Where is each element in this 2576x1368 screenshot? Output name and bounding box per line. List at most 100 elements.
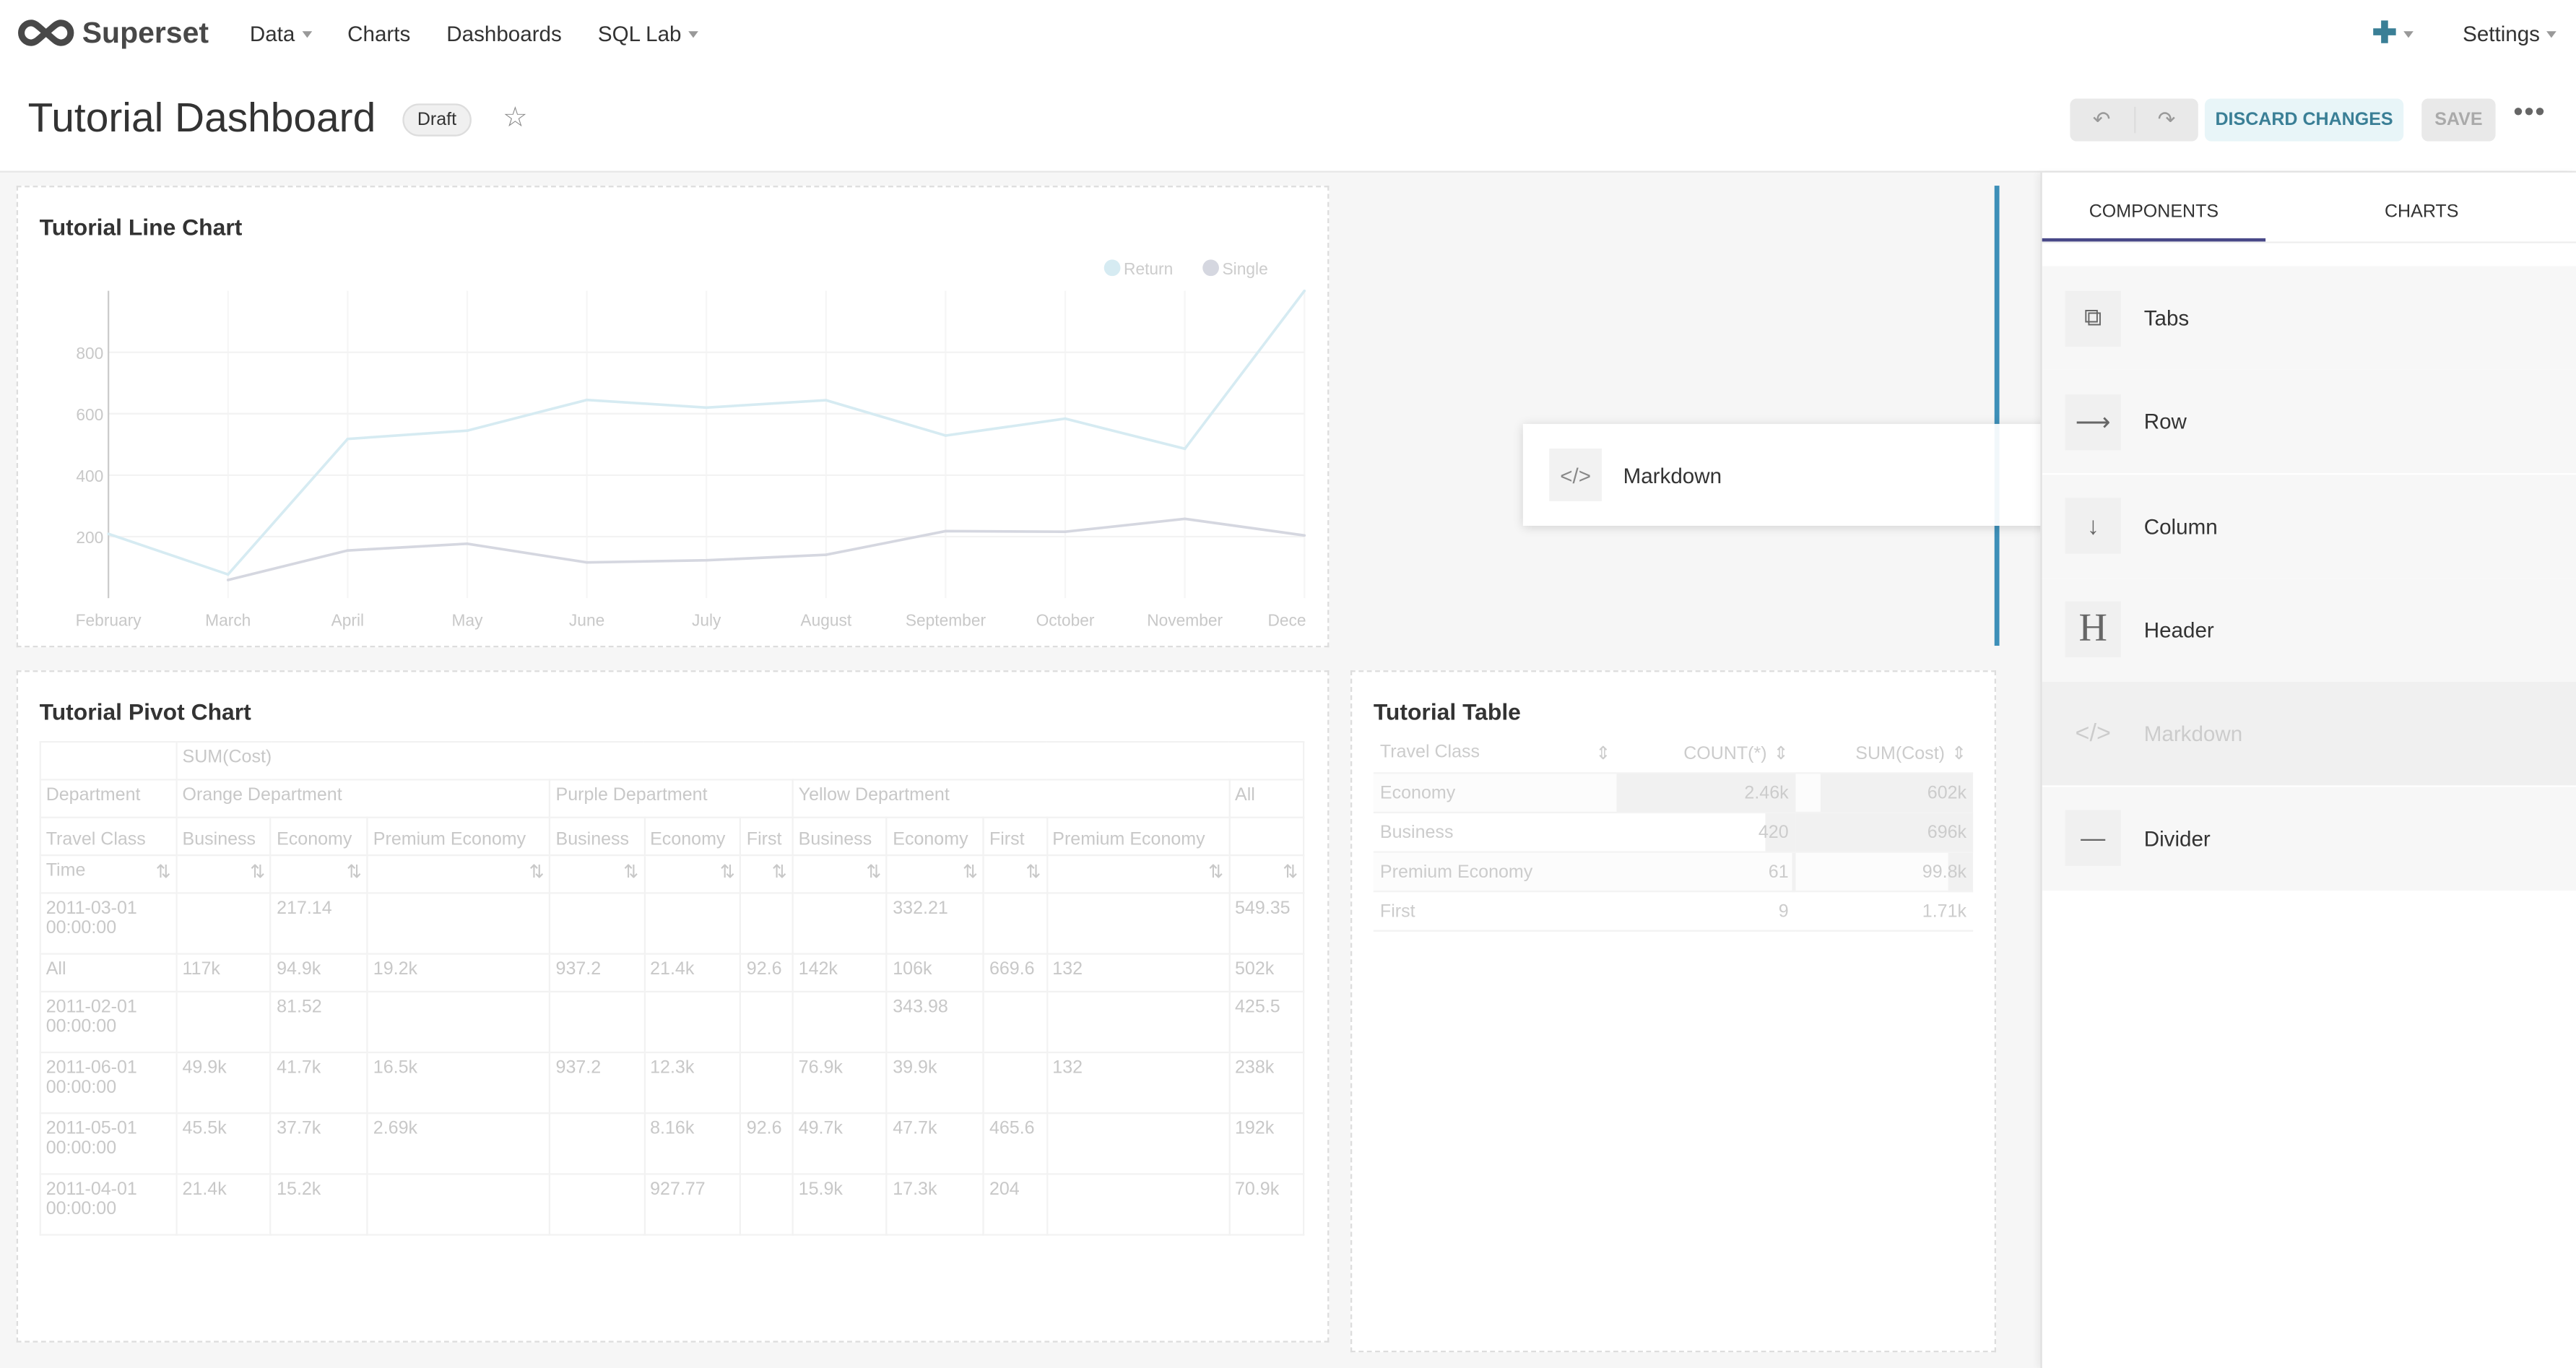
pivot-cell: First <box>982 816 1048 857</box>
chart-title: Tutorial Line Chart <box>39 213 243 241</box>
table-row: Economy 2.46k 602k <box>1373 773 1974 814</box>
sort-icon[interactable]: ⇅ <box>346 862 362 883</box>
sort-icon[interactable]: ⇕ <box>1595 744 1611 764</box>
sort-icon[interactable]: ⇅ <box>1283 862 1298 883</box>
drop-indicator <box>1994 186 2000 646</box>
settings-menu[interactable]: Settings <box>2463 20 2557 46</box>
pivot-cell: 2011-02-01 00:00:00 <box>39 990 178 1054</box>
pivot-cell: 49.7k <box>792 1112 888 1175</box>
x-tick-label: July <box>692 611 721 630</box>
pivot-cell: 70.9k <box>1228 1173 1305 1236</box>
pivot-cell <box>366 1173 551 1236</box>
line-chart-card[interactable]: Tutorial Line Chart February March April Ma… <box>16 186 1330 648</box>
superset-logo[interactable]: Superset <box>17 16 209 51</box>
x-tick-label: Dece <box>1267 611 1306 630</box>
column-header[interactable]: Travel Class ⇕ <box>1373 734 1618 774</box>
sort-icon[interactable]: ⇕ <box>1773 744 1789 764</box>
component-divider[interactable]: — Divider <box>2042 786 2576 890</box>
plus-icon[interactable]: ✚ <box>2372 16 2414 51</box>
sort-icon[interactable]: ⇅ <box>250 862 266 883</box>
tab-components[interactable]: COMPONENTS <box>2042 173 2266 242</box>
pivot-chart-card[interactable]: Tutorial Pivot Chart SUM(Cost) Department… <box>16 670 1330 1343</box>
component-tabs[interactable]: ⧉ Tabs <box>2042 266 2576 370</box>
star-icon[interactable]: ☆ <box>503 102 528 134</box>
save-button[interactable]: SAVE <box>2421 98 2496 142</box>
data-point <box>824 553 828 556</box>
legend-label[interactable]: Return <box>1124 259 1173 278</box>
sort-icon[interactable]: ⇅ <box>623 862 639 883</box>
sort-icon[interactable]: ⇅ <box>719 862 735 883</box>
sort-icon[interactable]: ⇅ <box>963 862 979 883</box>
component-markdown[interactable]: </> Markdown <box>2042 682 2576 786</box>
series-line-single[interactable] <box>227 517 1305 581</box>
component-row[interactable]: ⟶ Row <box>2042 370 2576 474</box>
pivot-cell: Orange Department <box>175 779 551 818</box>
redo-icon[interactable]: ↷ <box>2157 106 2176 131</box>
nav-item-charts[interactable]: Charts <box>347 20 410 45</box>
pivot-cell: 192k <box>1228 1112 1305 1175</box>
nav-label: Data <box>249 20 295 46</box>
discard-changes-button[interactable]: DISCARD CHANGES <box>2204 98 2404 142</box>
data-point <box>107 532 110 535</box>
nav-item-data[interactable]: Data <box>249 20 312 46</box>
nav-item-sql-lab[interactable]: SQL Lab <box>598 20 698 46</box>
component-label: Markdown <box>2143 722 2243 747</box>
chevron-down-icon <box>688 31 698 38</box>
pivot-cell: 45.5k <box>175 1112 272 1175</box>
legend-swatch[interactable] <box>1103 259 1121 277</box>
sum-cell: 696k <box>1795 812 1974 853</box>
pivot-cell: Premium Economy <box>366 816 551 857</box>
pivot-cell: 238k <box>1228 1051 1305 1114</box>
settings-label: Settings <box>2463 20 2540 46</box>
dragging-markdown-component[interactable]: </> Markdown <box>1522 423 2062 526</box>
data-point <box>346 549 350 552</box>
component-column[interactable]: ↓ Column <box>2042 474 2576 578</box>
pivot-cell: Premium Economy <box>1046 816 1231 857</box>
page-title[interactable]: Tutorial Dashboard <box>27 95 376 142</box>
pivot-cell: Business <box>549 816 646 857</box>
sort-icon[interactable]: ⇅ <box>1208 862 1224 883</box>
x-tick-label: October <box>1036 611 1095 630</box>
pivot-cell: Yellow Department <box>792 779 1231 818</box>
legend-label[interactable]: Single <box>1223 259 1268 278</box>
pivot-cell: All <box>39 953 178 993</box>
pivot-cell: ⇅ <box>740 854 794 894</box>
sort-icon[interactable]: ⇅ <box>529 862 545 883</box>
undo-icon[interactable]: ↶ <box>2070 106 2135 134</box>
table-chart-card[interactable]: Tutorial Table Travel Class ⇕ COUNT(*) ⇕ SUM… <box>1350 670 1997 1353</box>
dashboard-header: Tutorial Dashboard Draft ☆ ↶ ↷ DISCARD CH… <box>0 79 2576 173</box>
pivot-cell: 2.69k <box>366 1112 551 1175</box>
data-point <box>466 429 469 433</box>
y-tick-label: 600 <box>76 405 103 424</box>
sort-icon[interactable]: ⇅ <box>866 862 882 883</box>
nav-item-dashboards[interactable]: Dashboards <box>446 20 561 45</box>
column-header[interactable]: COUNT(*) ⇕ <box>1617 734 1795 774</box>
data-point <box>705 406 708 410</box>
column-header[interactable]: SUM(Cost) ⇕ <box>1795 734 1974 774</box>
sum-cell: 99.8k <box>1795 852 1974 893</box>
sort-icon[interactable]: ⇅ <box>155 862 171 883</box>
pivot-cell: 502k <box>1228 953 1305 993</box>
pivot-cell <box>740 892 794 955</box>
component-header[interactable]: H Header <box>2042 578 2576 682</box>
sort-icon[interactable]: ⇕ <box>1951 744 1967 764</box>
data-point <box>705 558 708 562</box>
pivot-cell: 217.14 <box>270 892 368 955</box>
pivot-cell: 549.35 <box>1228 892 1305 955</box>
builder-sidepane: COMPONENTS CHARTS ⧉ Tabs ⟶ Row ↓ Column H Heade… <box>2040 172 2576 1368</box>
tab-charts[interactable]: CHARTS <box>2384 202 2459 222</box>
column-label: Travel Class <box>1379 743 1480 763</box>
pivot-cell: ⇅ <box>270 854 368 894</box>
pivot-cell: 39.9k <box>886 1051 985 1114</box>
pivot-cell <box>175 990 272 1054</box>
sort-icon[interactable]: ⇅ <box>1025 862 1041 883</box>
legend-swatch[interactable] <box>1202 259 1219 277</box>
pivot-cell: 37.7k <box>270 1112 368 1175</box>
pivot-cell: First <box>740 816 794 857</box>
more-options-icon[interactable]: ••• <box>2513 98 2546 127</box>
pivot-cell: 106k <box>886 953 985 993</box>
pivot-cell: 332.21 <box>886 892 985 955</box>
sort-icon[interactable]: ⇅ <box>771 862 787 883</box>
table-header-row: Travel Class ⇕ COUNT(*) ⇕ SUM(Cost) ⇕ <box>1373 734 1974 774</box>
code-icon: </> <box>1549 449 1603 501</box>
